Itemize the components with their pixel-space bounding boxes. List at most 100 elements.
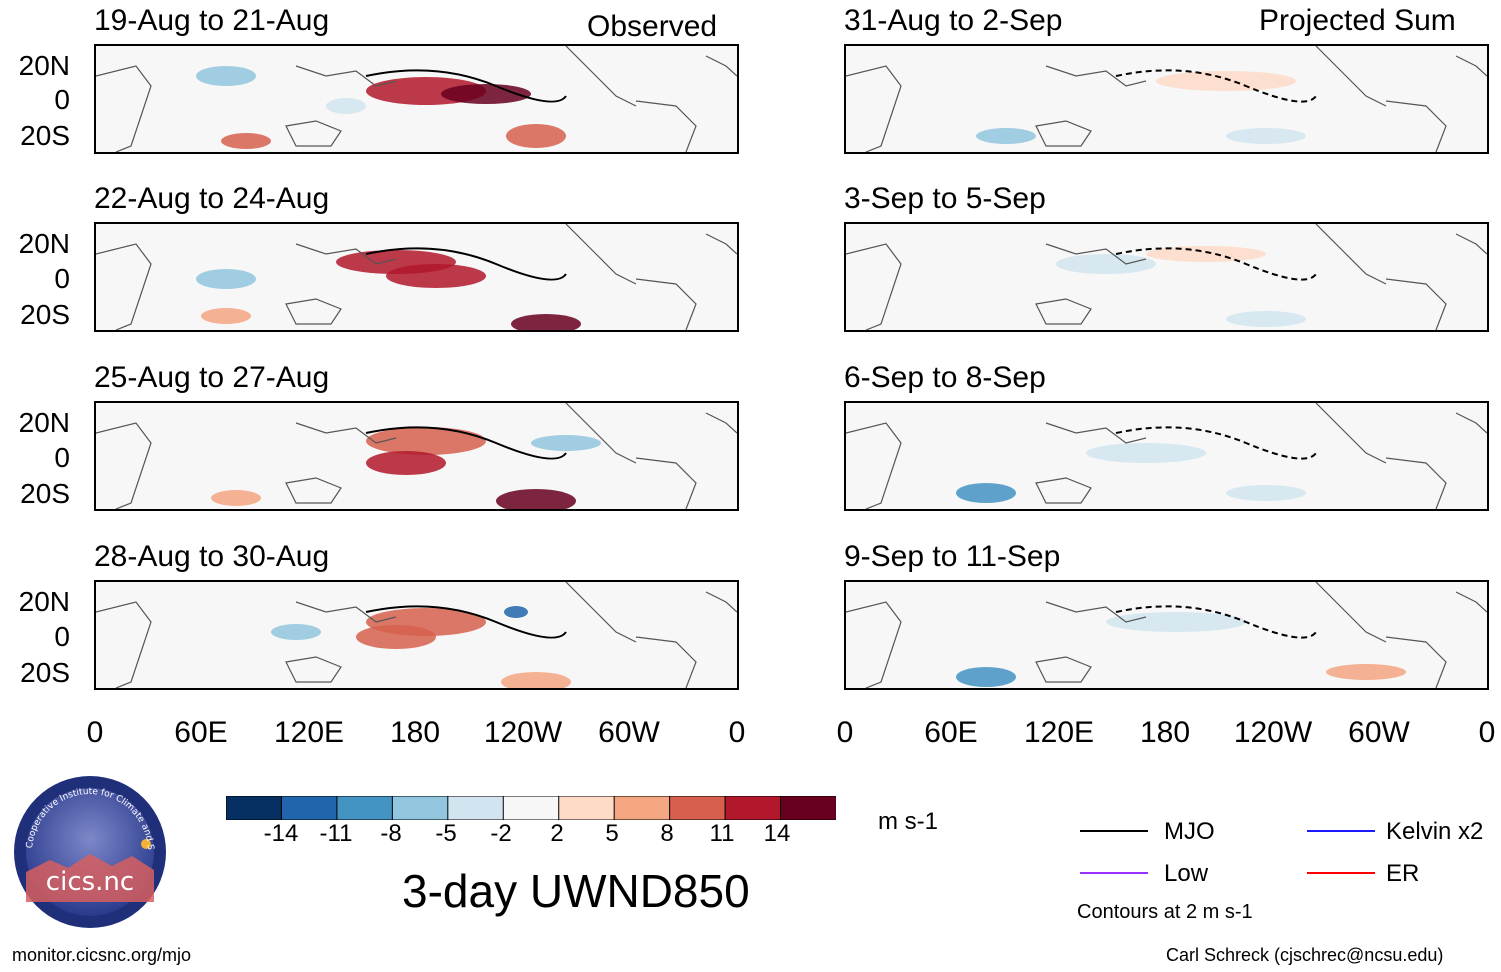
legend-line-er <box>1307 872 1375 874</box>
legend-label-low: Low <box>1164 860 1209 887</box>
colorbar-tick-label: -14 <box>263 820 299 847</box>
logo-text: cics.nc <box>46 867 134 897</box>
coastline <box>285 477 342 504</box>
map-field <box>96 403 737 509</box>
colorbar-tick-label: -2 <box>490 820 512 847</box>
coastline <box>295 65 397 87</box>
anomaly-blob <box>441 84 531 104</box>
units-label: m s-1 <box>878 808 938 835</box>
colorbar-swatch <box>225 795 283 821</box>
colorbar-swatch <box>502 795 560 821</box>
y-tick-label: 20S <box>20 299 70 330</box>
footer-url: monitor.cicsnc.org/mjo <box>12 945 192 965</box>
anomaly-blob <box>356 625 436 649</box>
y-tick-label: 0 <box>54 621 70 652</box>
anomaly-blob <box>326 98 366 114</box>
coastline <box>96 601 152 688</box>
anomaly-blob <box>506 124 566 148</box>
anomaly-blob <box>386 264 486 288</box>
coastline <box>295 601 397 623</box>
mjo-contour <box>365 426 567 460</box>
coastline <box>635 457 697 509</box>
colorbar-swatch <box>724 795 782 821</box>
coastline <box>96 422 152 509</box>
coastline <box>846 601 902 688</box>
colorbar-tick-label: -5 <box>435 820 457 847</box>
panel-title-obs-1: 19-Aug to 21-Aug <box>94 4 330 37</box>
anomaly-blob <box>196 269 256 289</box>
anomaly-blob <box>201 308 251 324</box>
coastline <box>1455 412 1487 434</box>
x-tick-label: 120E <box>1023 716 1095 749</box>
anomaly-blob <box>976 128 1036 144</box>
anomaly-blob <box>221 133 271 149</box>
coastline <box>635 636 697 688</box>
mjo-contour <box>1115 247 1317 281</box>
anomaly-blob <box>366 427 486 455</box>
anomaly-blob <box>196 66 256 86</box>
coastline <box>1035 298 1092 325</box>
map-field <box>96 46 737 152</box>
colorbar-tick-label: 8 <box>660 820 674 847</box>
mjo-contour <box>1115 69 1317 103</box>
anomaly-blob <box>1326 664 1406 680</box>
x-tick-label: 0 <box>1478 716 1496 749</box>
y-tick-label: 20N <box>18 50 70 81</box>
x-tick-label: 0 <box>728 716 746 749</box>
anomaly-blob <box>1056 254 1156 274</box>
coastline <box>1455 233 1487 255</box>
map-field <box>846 582 1487 688</box>
x-tick-label: 120W <box>1233 716 1313 749</box>
anomaly-blob <box>271 624 321 640</box>
projected-label: Projected Sum <box>1259 4 1456 37</box>
colorbar <box>225 795 837 821</box>
x-tick-label: 0 <box>836 716 854 749</box>
x-tick-label: 120E <box>273 716 345 749</box>
variable-title: 3-day UWND850 <box>402 865 750 917</box>
colorbar-graphic <box>225 795 837 821</box>
coastline <box>1315 582 1387 643</box>
anomaly-blob <box>956 667 1016 687</box>
colorbar-swatch <box>780 795 837 821</box>
coastline <box>1315 224 1387 285</box>
coastline <box>565 224 637 285</box>
anomaly-blob <box>511 314 581 330</box>
mjo-contour <box>365 247 567 281</box>
coastline <box>96 243 152 330</box>
map-panel-obs-1 <box>94 44 739 154</box>
coastline <box>1035 656 1092 683</box>
y-tick-label: 20N <box>18 407 70 438</box>
y-tick-label: 20S <box>20 120 70 151</box>
legend-label-mjo: MJO <box>1164 818 1215 845</box>
anomaly-blob <box>1226 128 1306 144</box>
coastline <box>1455 55 1487 77</box>
y-tick-label: 20N <box>18 586 70 617</box>
colorbar-tick-label: 5 <box>605 820 619 847</box>
coastline <box>1045 422 1147 444</box>
coastline <box>1385 278 1447 330</box>
panel-title-obs-3: 25-Aug to 27-Aug <box>94 361 330 394</box>
coastline <box>1035 477 1092 504</box>
map-panel-proj-4 <box>844 580 1489 690</box>
map-field <box>96 582 737 688</box>
contour-note: Contours at 2 m s-1 <box>1077 901 1253 923</box>
mjo-contour <box>1115 605 1317 639</box>
colorbar-swatch <box>558 795 616 821</box>
anomaly-blob <box>1146 246 1266 262</box>
panel-title-proj-2: 3-Sep to 5-Sep <box>844 182 1046 215</box>
colorbar-tick-label: -8 <box>380 820 402 847</box>
mjo-contour <box>365 69 567 103</box>
panel-title-proj-1: 31-Aug to 2-Sep <box>844 4 1063 37</box>
map-panel-proj-3 <box>844 401 1489 511</box>
coastline <box>295 422 397 444</box>
anomaly-blob <box>1226 311 1306 327</box>
anomaly-blob <box>504 606 528 618</box>
map-field <box>846 224 1487 330</box>
coastline <box>1455 591 1487 613</box>
colorbar-swatch <box>447 795 505 821</box>
x-tick-label: 180 <box>389 716 441 749</box>
anomaly-blob <box>1106 612 1246 632</box>
x-tick-label: 60W <box>1348 716 1410 749</box>
anomaly-blob <box>956 483 1016 503</box>
x-tick-label: 120W <box>483 716 563 749</box>
